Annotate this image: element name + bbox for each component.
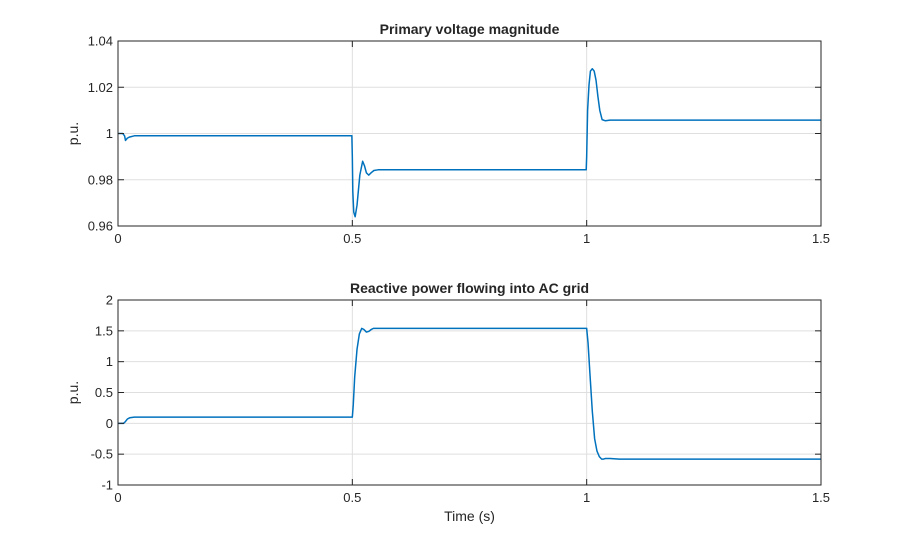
series-line <box>118 68 821 218</box>
y-tick-label: 0.98 <box>88 172 113 187</box>
x-tick-label: 0.5 <box>343 231 361 246</box>
x-tick-label: 1 <box>583 231 590 246</box>
y-axis-label: p.u. <box>65 381 81 404</box>
chart-title: Primary voltage magnitude <box>380 21 560 37</box>
y-tick-label: 2 <box>106 293 113 308</box>
x-tick-label: 1.5 <box>812 231 830 246</box>
y-tick-label: 1.02 <box>88 80 113 95</box>
y-tick-label: -1 <box>101 478 113 493</box>
y-tick-label: 1.04 <box>88 34 113 49</box>
y-tick-label: 0 <box>106 416 113 431</box>
y-axis-label: p.u. <box>65 122 81 145</box>
x-tick-label: 0 <box>114 231 121 246</box>
subplot-voltage: 0 0.5 1 1.5 0.96 0.98 1 1.02 1.04 Primary voltage… <box>65 21 830 246</box>
y-tick-label: 1 <box>106 354 113 369</box>
x-tick-label: 1 <box>583 490 590 505</box>
x-axis-label: Time (s) <box>444 508 495 524</box>
y-tick-label: 1 <box>106 126 113 141</box>
y-tick-label: 1.5 <box>95 323 113 338</box>
y-tick-label: 0.5 <box>95 385 113 400</box>
x-tick-label: 0 <box>114 490 121 505</box>
y-tick-label: -0.5 <box>91 447 113 462</box>
y-tick-label: 0.96 <box>88 219 113 234</box>
chart-title: Reactive power flowing into AC grid <box>350 280 589 296</box>
series-line <box>118 327 821 460</box>
x-tick-label: 0.5 <box>343 490 361 505</box>
subplot-reactive-power: 0 0.5 1 1.5 -1 -0.5 0 0.5 1 1.5 2 Reactive power fl… <box>65 280 830 524</box>
x-tick-label: 1.5 <box>812 490 830 505</box>
